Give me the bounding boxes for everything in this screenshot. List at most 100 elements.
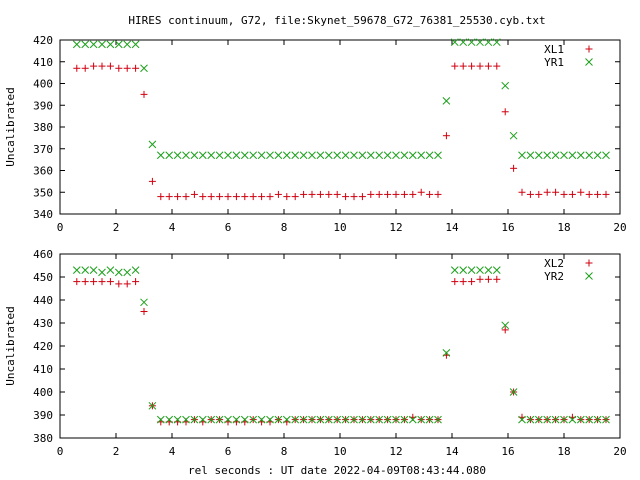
legend-marker	[585, 272, 593, 280]
data-point	[81, 40, 90, 49]
data-point	[484, 275, 492, 283]
data-point	[484, 38, 493, 47]
data-point	[249, 193, 257, 201]
data-point	[526, 190, 534, 198]
data-point	[501, 81, 510, 90]
y-tick-label: 410	[33, 56, 53, 69]
y-tick-label: 380	[33, 121, 53, 134]
data-point	[543, 415, 552, 424]
data-point	[492, 266, 501, 274]
data-point	[308, 415, 316, 424]
data-point	[131, 266, 140, 274]
data-point	[72, 266, 81, 274]
x-tick-label: 6	[225, 445, 232, 458]
data-point	[417, 188, 425, 196]
y-tick-label: 440	[33, 294, 53, 307]
data-point	[400, 415, 409, 424]
x-axis-label: rel seconds : UT date 2022-04-09T08:43:4…	[188, 464, 486, 477]
data-point	[182, 415, 190, 424]
y-tick-label: 420	[33, 340, 53, 353]
x-tick-label: 18	[557, 445, 570, 458]
x-tick-label: 16	[501, 221, 514, 234]
data-point	[585, 415, 594, 424]
data-point	[375, 415, 384, 424]
data-point	[451, 278, 459, 286]
data-point	[543, 188, 551, 196]
data-point	[156, 415, 165, 424]
data-point	[434, 415, 442, 424]
data-point	[366, 151, 375, 160]
data-point	[198, 151, 207, 160]
data-point	[299, 415, 308, 424]
y-tick-label: 390	[33, 409, 53, 422]
data-point	[249, 415, 258, 424]
data-point	[106, 62, 114, 70]
data-point	[576, 415, 585, 424]
data-point	[123, 40, 132, 49]
data-point	[73, 64, 81, 72]
data-point	[509, 388, 518, 396]
y-tick-label: 400	[33, 386, 53, 399]
data-point	[316, 415, 325, 424]
data-point	[476, 275, 484, 283]
data-point	[81, 266, 90, 274]
data-point	[408, 415, 417, 424]
data-point	[384, 190, 392, 198]
data-point	[400, 190, 408, 198]
x-tick-label: 8	[281, 445, 288, 458]
data-point	[560, 415, 568, 424]
data-point	[484, 62, 492, 70]
data-point	[173, 151, 182, 160]
x-tick-label: 20	[613, 221, 626, 234]
plots: 0 2 4 6 8 10 12 14 16 18 2034035036037038039040041…	[4, 34, 627, 458]
data-point	[518, 188, 526, 196]
data-point	[375, 190, 383, 198]
data-point	[291, 193, 299, 201]
plot-frame	[59, 39, 621, 215]
data-point	[123, 280, 131, 288]
data-point	[324, 415, 333, 424]
data-point	[157, 193, 165, 201]
data-point	[274, 415, 283, 424]
data-point	[459, 266, 468, 274]
data-point	[131, 40, 140, 49]
data-point	[98, 62, 106, 70]
data-point	[215, 151, 224, 160]
data-point	[165, 151, 174, 160]
data-point	[89, 266, 98, 274]
x-tick-label: 12	[389, 221, 402, 234]
data-point	[341, 151, 350, 160]
data-point	[325, 190, 333, 198]
data-point	[140, 90, 148, 98]
x-tick-label: 4	[169, 221, 176, 234]
data-point	[602, 190, 610, 198]
data-point	[392, 190, 400, 198]
data-point	[568, 415, 577, 424]
data-point	[426, 190, 434, 198]
data-point	[291, 415, 300, 424]
data-point	[148, 177, 156, 185]
data-point	[602, 151, 610, 160]
data-point	[451, 62, 459, 70]
data-point	[215, 415, 224, 424]
data-point	[324, 151, 333, 160]
data-point	[392, 151, 400, 160]
data-point	[106, 266, 115, 274]
plot-panel-2: 0 2 4 6 8 10 12 14 16 18 20 380 390 400 410 420 430 440 45…	[4, 248, 627, 458]
data-point	[576, 151, 585, 160]
data-point	[224, 151, 232, 160]
data-point	[240, 415, 249, 424]
data-point	[258, 193, 266, 201]
data-point	[568, 151, 577, 160]
data-point	[476, 38, 484, 47]
series-XL1	[73, 62, 610, 201]
data-point	[316, 190, 324, 198]
data-point	[358, 151, 367, 160]
data-point	[333, 190, 341, 198]
data-point	[207, 151, 216, 160]
data-point	[333, 415, 342, 424]
data-point	[140, 308, 148, 315]
data-point	[207, 415, 216, 424]
data-point	[266, 415, 274, 424]
